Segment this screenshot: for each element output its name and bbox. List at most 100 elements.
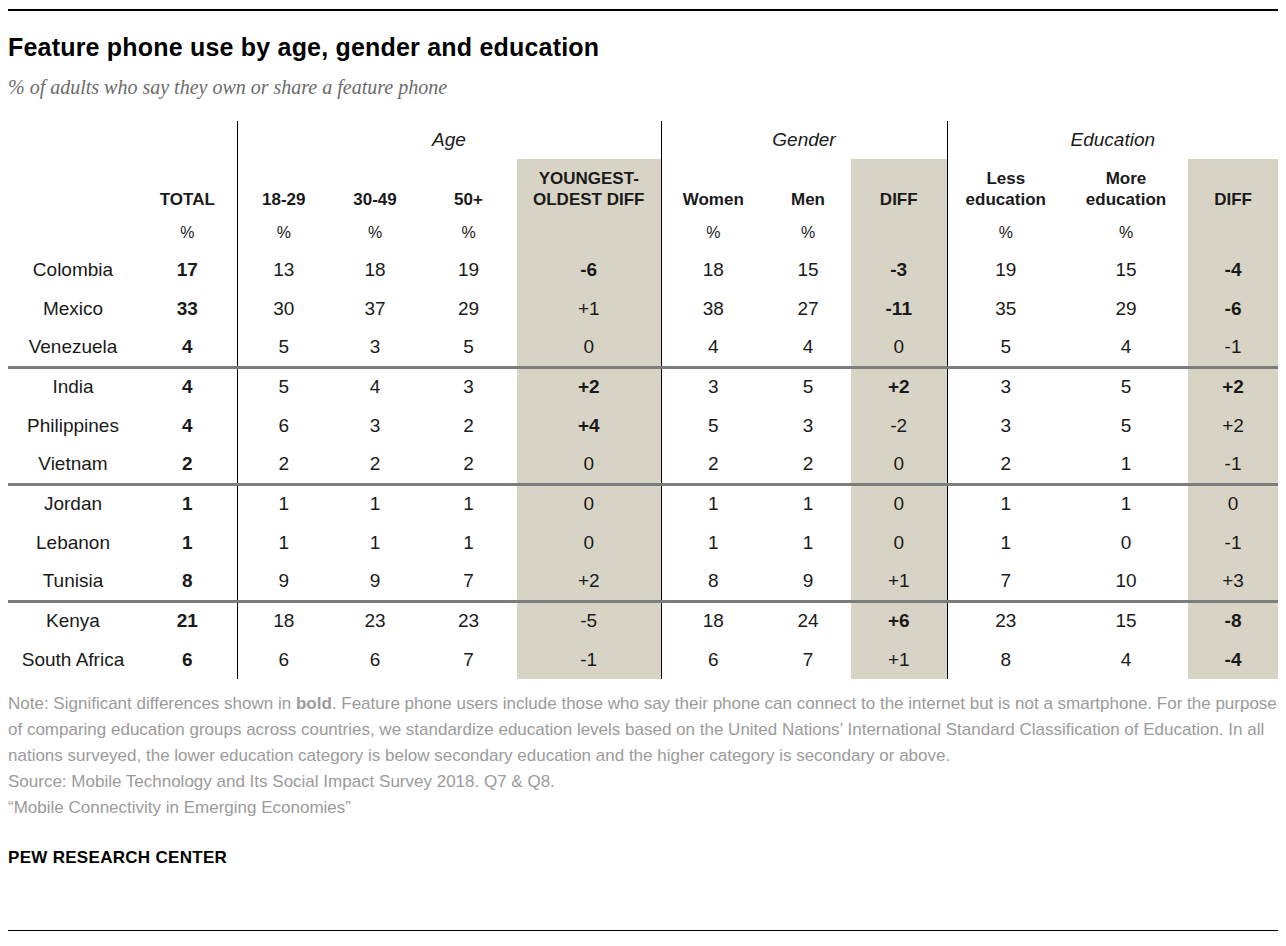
more-education-cell: 5 <box>1064 367 1188 406</box>
total-cell: 4 <box>138 367 237 406</box>
gender-diff-cell: +1 <box>851 562 947 601</box>
gender-diff-cell: -3 <box>851 250 947 289</box>
education-diff-cell: +2 <box>1188 367 1278 406</box>
col-header-gender-diff: DIFF <box>851 159 947 215</box>
age-50-plus-cell: 5 <box>420 328 517 367</box>
pct-women: % <box>661 215 765 250</box>
more-education-cell: 0 <box>1064 523 1188 562</box>
top-divider <box>8 9 1278 11</box>
age-30-49-cell: 1 <box>330 523 420 562</box>
page-title: Feature phone use by age, gender and edu… <box>8 33 1278 62</box>
pct-30-49: % <box>330 215 420 250</box>
less-education-cell: 5 <box>947 328 1064 367</box>
age-50-plus-cell: 2 <box>420 406 517 445</box>
women-cell: 8 <box>661 562 765 601</box>
group-header-gender: Gender <box>661 121 947 159</box>
more-education-cell: 1 <box>1064 445 1188 484</box>
age-18-29-cell: 13 <box>237 250 330 289</box>
age-diff-cell: -5 <box>517 601 661 640</box>
age-50-plus-cell: 7 <box>420 562 517 601</box>
brand-logotype: PEW RESEARCH CENTER <box>8 848 1278 868</box>
page-subtitle: % of adults who say they own or share a … <box>8 76 1278 99</box>
total-cell: 21 <box>138 601 237 640</box>
age-18-29-cell: 6 <box>237 406 330 445</box>
women-cell: 38 <box>661 289 765 328</box>
col-header-30-49: 30-49 <box>330 159 420 215</box>
men-cell: 1 <box>765 523 851 562</box>
age-50-plus-cell: 3 <box>420 367 517 406</box>
col-header-more-education: More education <box>1064 159 1188 215</box>
country-cell: Mexico <box>8 289 138 328</box>
less-education-cell: 23 <box>947 601 1064 640</box>
age-30-49-cell: 4 <box>330 367 420 406</box>
age-30-49-cell: 23 <box>330 601 420 640</box>
more-education-cell: 15 <box>1064 250 1188 289</box>
table-row: Tunisia8997+289+1710+3 <box>8 562 1278 601</box>
education-diff-cell: -4 <box>1188 640 1278 679</box>
total-cell: 6 <box>138 640 237 679</box>
age-50-plus-cell: 2 <box>420 445 517 484</box>
women-cell: 1 <box>661 484 765 523</box>
country-cell: Colombia <box>8 250 138 289</box>
less-education-cell: 19 <box>947 250 1064 289</box>
less-education-cell: 3 <box>947 406 1064 445</box>
total-cell: 17 <box>138 250 237 289</box>
gender-diff-cell: +2 <box>851 367 947 406</box>
pct-men: % <box>765 215 851 250</box>
less-education-cell: 1 <box>947 484 1064 523</box>
men-cell: 4 <box>765 328 851 367</box>
country-cell: Vietnam <box>8 445 138 484</box>
col-header-youngest-oldest-diff: YOUNGEST-OLDEST DIFF <box>517 159 661 215</box>
age-18-29-cell: 1 <box>237 484 330 523</box>
table-row: Jordan11110110110 <box>8 484 1278 523</box>
less-education-cell: 8 <box>947 640 1064 679</box>
group-header-row: Age Gender Education <box>8 121 1278 159</box>
age-18-29-cell: 5 <box>237 367 330 406</box>
pct-education-diff <box>1188 215 1278 250</box>
education-diff-cell: +2 <box>1188 406 1278 445</box>
gender-diff-cell: -11 <box>851 289 947 328</box>
age-50-plus-cell: 29 <box>420 289 517 328</box>
age-30-49-cell: 37 <box>330 289 420 328</box>
women-cell: 6 <box>661 640 765 679</box>
country-cell: India <box>8 367 138 406</box>
col-header-less-education: Less education <box>947 159 1064 215</box>
education-diff-cell: -4 <box>1188 250 1278 289</box>
age-18-29-cell: 18 <box>237 601 330 640</box>
education-diff-cell: -1 <box>1188 523 1278 562</box>
table-row: Kenya21182323-51824+62315-8 <box>8 601 1278 640</box>
women-cell: 1 <box>661 523 765 562</box>
gender-diff-cell: -2 <box>851 406 947 445</box>
pct-18-29: % <box>237 215 330 250</box>
gender-diff-cell: 0 <box>851 484 947 523</box>
pct-50-plus: % <box>420 215 517 250</box>
age-diff-cell: 0 <box>517 328 661 367</box>
gender-diff-cell: +6 <box>851 601 947 640</box>
page: Feature phone use by age, gender and edu… <box>0 0 1286 946</box>
less-education-cell: 1 <box>947 523 1064 562</box>
age-diff-cell: -6 <box>517 250 661 289</box>
age-30-49-cell: 3 <box>330 328 420 367</box>
education-diff-cell: 0 <box>1188 484 1278 523</box>
age-diff-cell: 0 <box>517 523 661 562</box>
gender-diff-cell: 0 <box>851 523 947 562</box>
men-cell: 27 <box>765 289 851 328</box>
note-bold-word: bold <box>296 694 332 713</box>
country-cell: Jordan <box>8 484 138 523</box>
table-row: India4543+235+235+2 <box>8 367 1278 406</box>
more-education-cell: 10 <box>1064 562 1188 601</box>
col-header-18-29: 18-29 <box>237 159 330 215</box>
pct-total: % <box>138 215 237 250</box>
men-cell: 2 <box>765 445 851 484</box>
age-30-49-cell: 9 <box>330 562 420 601</box>
age-30-49-cell: 3 <box>330 406 420 445</box>
more-education-cell: 1 <box>1064 484 1188 523</box>
table-body: Colombia17131819-61815-31915-4Mexico3330… <box>8 250 1278 679</box>
total-cell: 4 <box>138 328 237 367</box>
pct-more-education: % <box>1064 215 1188 250</box>
age-50-plus-cell: 23 <box>420 601 517 640</box>
more-education-cell: 5 <box>1064 406 1188 445</box>
age-50-plus-cell: 1 <box>420 484 517 523</box>
pct-age-diff <box>517 215 661 250</box>
column-header-row: TOTAL 18-29 30-49 50+ YOUNGEST-OLDEST DI… <box>8 159 1278 215</box>
